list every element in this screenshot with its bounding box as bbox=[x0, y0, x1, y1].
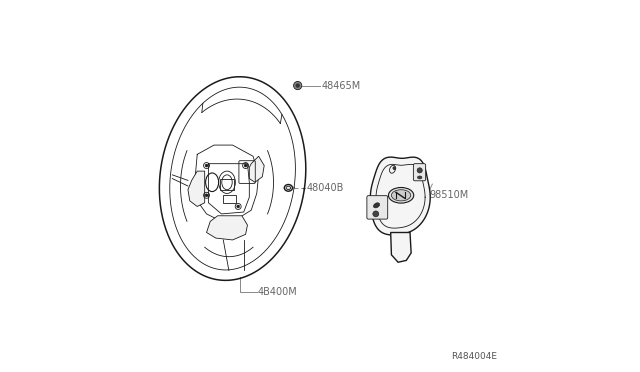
Ellipse shape bbox=[373, 203, 380, 208]
Polygon shape bbox=[371, 157, 430, 235]
Ellipse shape bbox=[284, 185, 292, 191]
Circle shape bbox=[205, 194, 208, 197]
Text: 4B400M: 4B400M bbox=[258, 287, 298, 297]
Polygon shape bbox=[207, 216, 248, 240]
Circle shape bbox=[205, 164, 208, 167]
Circle shape bbox=[244, 164, 247, 167]
Text: R484004E: R484004E bbox=[451, 352, 497, 361]
Text: 48040B: 48040B bbox=[306, 183, 344, 193]
Circle shape bbox=[294, 81, 302, 90]
FancyBboxPatch shape bbox=[413, 164, 426, 181]
Circle shape bbox=[373, 211, 379, 217]
Ellipse shape bbox=[417, 176, 422, 179]
Circle shape bbox=[296, 83, 300, 88]
Text: 98510M: 98510M bbox=[429, 190, 468, 200]
Polygon shape bbox=[250, 156, 264, 182]
Polygon shape bbox=[390, 232, 411, 262]
Ellipse shape bbox=[388, 187, 413, 203]
Ellipse shape bbox=[392, 190, 411, 201]
FancyBboxPatch shape bbox=[367, 196, 388, 219]
Circle shape bbox=[392, 166, 396, 170]
Polygon shape bbox=[188, 171, 205, 206]
Circle shape bbox=[417, 168, 422, 173]
Bar bbox=[223, 195, 236, 203]
Bar bbox=[220, 179, 234, 190]
Circle shape bbox=[237, 205, 239, 208]
Text: 48465M: 48465M bbox=[321, 81, 360, 90]
